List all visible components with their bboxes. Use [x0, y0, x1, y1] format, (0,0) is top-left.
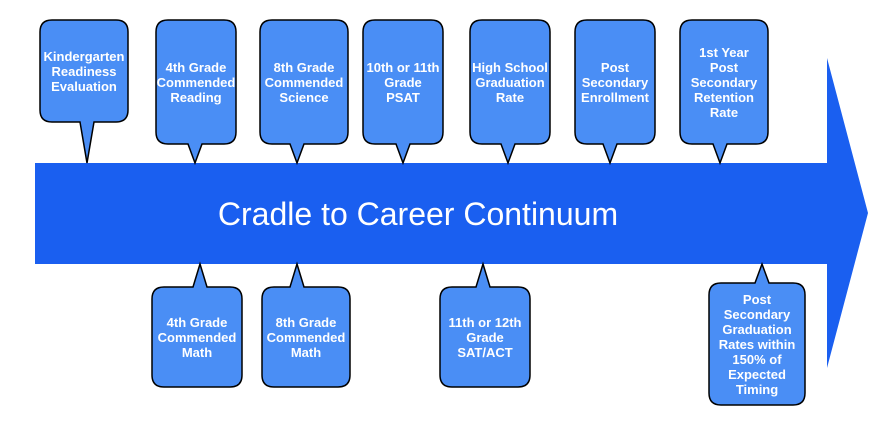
milestone-label-line: Post [743, 292, 772, 307]
milestone-label-line: Expected [728, 367, 786, 382]
milestone-callout-box [362, 19, 444, 166]
milestone-label-line: Retention [694, 90, 754, 105]
milestone-label-line: Secondary [724, 307, 791, 322]
milestone-label-line: Enrollment [581, 90, 650, 105]
milestone-label-line: Evaluation [51, 79, 117, 94]
milestone-label-line: 11th or 12th [449, 315, 522, 330]
milestone-label-line: PSAT [386, 90, 420, 105]
continuum-title: Cradle to Career Continuum [218, 196, 618, 232]
milestone-label-line: Rate [710, 105, 738, 120]
milestone-label-line: 150% of [732, 352, 782, 367]
continuum-arrow [35, 58, 868, 368]
milestone-label-line: Post [710, 60, 739, 75]
milestone-label-line: 8th Grade [274, 60, 335, 75]
milestone-label-line: Graduation [722, 322, 791, 337]
milestone-label-line: Readiness [51, 64, 116, 79]
milestone-label-line: Graduation [475, 75, 544, 90]
milestone-label-line: Science [279, 90, 328, 105]
milestone-label-line: Math [182, 345, 212, 360]
milestone-label-line: Rates within [719, 337, 796, 352]
milestone-callout-box [39, 19, 129, 164]
milestone-label-line: Commended [158, 330, 237, 345]
milestone-callout-box [261, 261, 351, 388]
milestone-label-line: 4th Grade [166, 60, 227, 75]
milestone-label-line: Reading [170, 90, 221, 105]
milestone-label-line: Timing [736, 382, 778, 397]
milestone-label-line: Secondary [582, 75, 649, 90]
milestone-label-line: Grade [466, 330, 504, 345]
milestone-label-line: Rate [496, 90, 524, 105]
milestone-callout-box [708, 261, 806, 406]
milestone-label-line: Post [601, 60, 630, 75]
milestone-label-line: High School [472, 60, 548, 75]
milestone-label-line: Secondary [691, 75, 758, 90]
milestone-callout-box [679, 19, 769, 166]
milestone-label-line: 8th Grade [276, 315, 337, 330]
milestone-callout-box [439, 261, 531, 388]
milestone-callout-box [151, 261, 243, 388]
milestone-callout-box [259, 19, 349, 166]
milestone-label-line: Commended [265, 75, 344, 90]
milestone-label-line: Commended [157, 75, 236, 90]
milestone-label-line: Math [291, 345, 321, 360]
milestone-label-line: SAT/ACT [457, 345, 512, 360]
milestone-callout-box [469, 19, 551, 166]
milestone-label-line: Grade [384, 75, 422, 90]
milestone-callout-box [574, 19, 656, 166]
milestone-label-line: 1st Year [699, 45, 749, 60]
milestone-label-line: 4th Grade [167, 315, 228, 330]
milestone-label-line: 10th or 11th [367, 60, 440, 75]
milestone-callout-box [155, 19, 237, 166]
milestone-label-line: Kindergarten [44, 49, 125, 64]
milestone-label-line: Commended [267, 330, 346, 345]
